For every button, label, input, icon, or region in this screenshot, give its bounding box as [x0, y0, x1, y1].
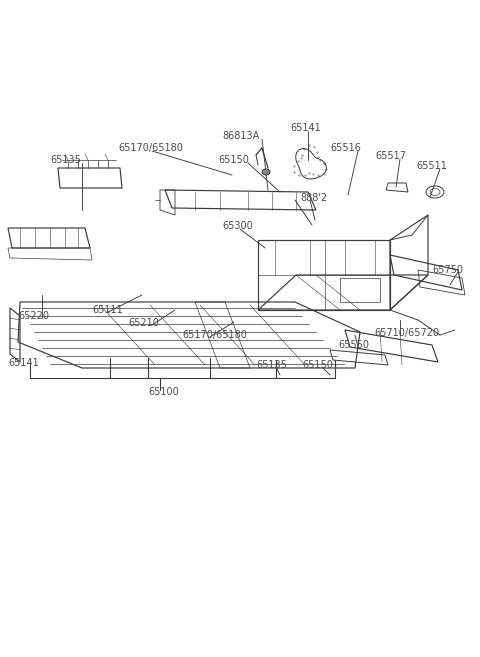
- Text: 65111: 65111: [92, 305, 123, 315]
- Text: 65170/65180: 65170/65180: [118, 143, 183, 153]
- Text: 65710/65720: 65710/65720: [374, 328, 439, 338]
- Text: 65150: 65150: [218, 155, 249, 165]
- Text: 65517: 65517: [375, 151, 406, 161]
- Text: 65550: 65550: [338, 340, 369, 350]
- Text: 65141: 65141: [290, 123, 321, 133]
- Text: 65150: 65150: [302, 360, 333, 370]
- Text: 65750: 65750: [432, 265, 463, 275]
- Text: 65210: 65210: [128, 318, 159, 328]
- Text: 65220: 65220: [18, 311, 49, 321]
- Text: 65170/65180: 65170/65180: [182, 330, 247, 340]
- Text: 65300: 65300: [222, 221, 253, 231]
- Ellipse shape: [262, 169, 270, 175]
- Text: 65135: 65135: [50, 155, 81, 165]
- Text: 65141: 65141: [8, 358, 39, 368]
- Text: 65516: 65516: [330, 143, 361, 153]
- Text: 65100: 65100: [148, 387, 179, 397]
- Text: 86813A: 86813A: [222, 131, 259, 141]
- Text: 65135: 65135: [256, 360, 287, 370]
- Text: 65511: 65511: [416, 161, 447, 171]
- Text: 888'2: 888'2: [300, 193, 327, 203]
